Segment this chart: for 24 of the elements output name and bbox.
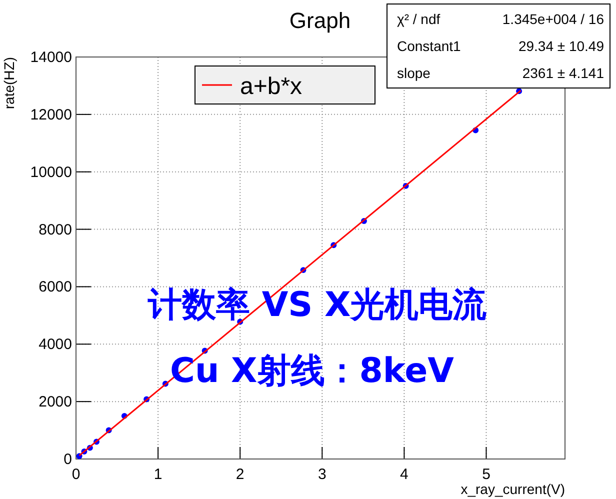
- text: 1.345e+004 / 16: [502, 11, 604, 27]
- x-axis-title: x_ray_current(V): [460, 481, 565, 497]
- y-tick-label: 8000: [38, 221, 72, 238]
- x-tick-label: 3: [318, 466, 326, 483]
- annotation: 计数率 VS X光机电流: [147, 285, 488, 325]
- annotation: 2361 ± 4.141: [522, 65, 604, 81]
- y-tick-label: 6000: [38, 278, 72, 296]
- text: Constant1: [397, 38, 462, 54]
- x-tick-label: 4: [400, 466, 408, 483]
- legend-label: a+b*x: [240, 73, 302, 100]
- y-axis-title: rate(HZ): [1, 57, 17, 110]
- x-tick-label: 2: [236, 466, 244, 483]
- text: χ² / ndf: [397, 11, 440, 27]
- y-tick-label: 4000: [38, 336, 72, 354]
- y-tick-label: 14000: [30, 49, 72, 66]
- y-tick-label: 10000: [30, 164, 72, 181]
- x-tick-label: 1: [154, 466, 162, 483]
- text: 29.34 ± 10.49: [518, 38, 604, 54]
- y-tick-label: 0: [64, 451, 72, 468]
- annotation: slope: [397, 65, 431, 81]
- x-tick-label: 5: [482, 466, 490, 483]
- chart-title: Graph: [289, 8, 351, 33]
- y-tick-label: 12000: [30, 106, 72, 124]
- y-tick-label: 2000: [38, 394, 72, 411]
